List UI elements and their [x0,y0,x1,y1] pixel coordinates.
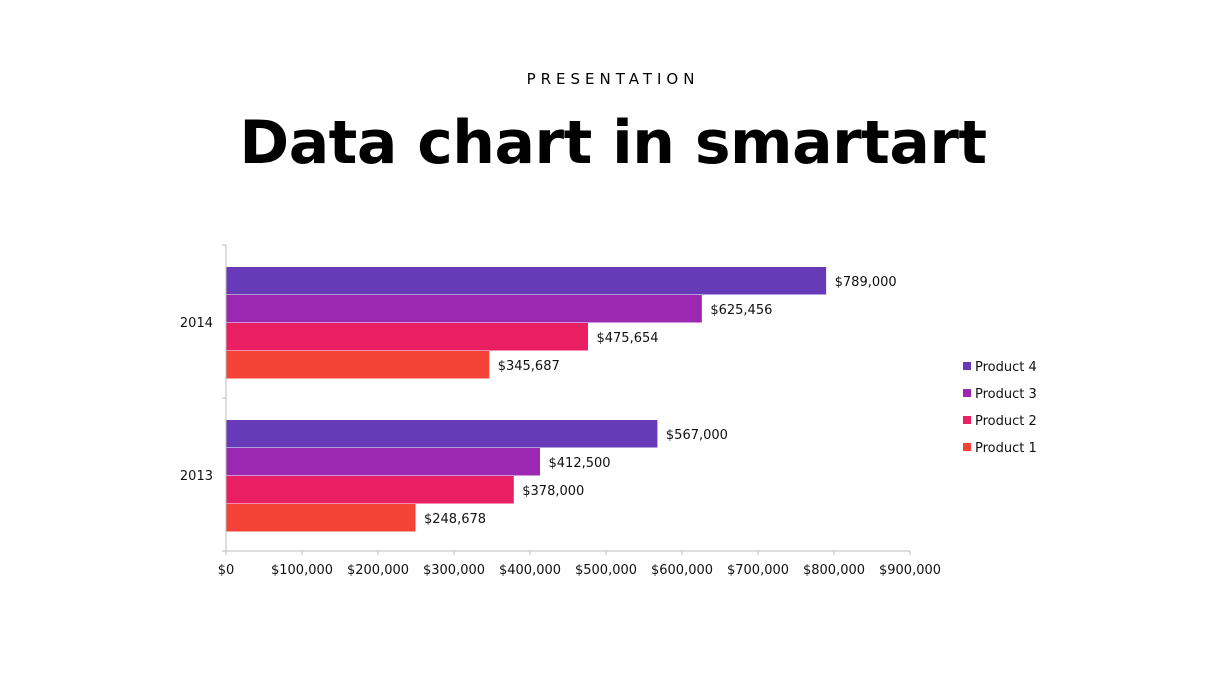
data-label: $789,000 [835,275,897,290]
x-tick-label: $0 [218,563,235,578]
legend-swatch-product-4 [963,362,971,370]
bar-product-4-2013 [226,420,658,448]
bar-product-3-2014 [226,295,702,323]
page-title: Data chart in smartart [239,108,987,178]
legend-label: Product 2 [975,414,1037,429]
data-label: $248,678 [424,512,486,527]
bar-product-1-2013 [226,504,416,532]
x-tick-label: $100,000 [271,563,333,578]
data-label: $567,000 [666,428,728,443]
data-label: $412,500 [549,456,611,471]
data-label: $475,654 [596,331,658,346]
bar-product-3-2013 [226,448,540,476]
y-category-label-2014: 2014 [180,316,213,331]
bar-product-4-2014 [226,267,827,295]
legend-label: Product 1 [975,441,1037,456]
data-label: $378,000 [522,484,584,499]
x-tick-label: $600,000 [651,563,713,578]
x-tick-label: $300,000 [423,563,485,578]
x-tick-label: $500,000 [575,563,637,578]
bar-product-1-2014 [226,351,490,379]
x-tick-label: $200,000 [347,563,409,578]
data-label: $625,456 [710,303,772,318]
legend-label: Product 3 [975,387,1037,402]
legend-swatch-product-2 [963,416,971,424]
x-tick-label: $700,000 [727,563,789,578]
y-category-label-2013: 2013 [180,469,213,484]
legend-swatch-product-3 [963,389,971,397]
data-label: $345,687 [498,359,560,374]
x-tick-label: $900,000 [879,563,941,578]
bar-product-2-2013 [226,476,514,504]
x-tick-label: $400,000 [499,563,561,578]
legend-swatch-product-1 [963,443,971,451]
x-tick-label: $800,000 [803,563,865,578]
bar-product-2-2014 [226,323,588,351]
presentation-kicker: PRESENTATION [526,70,700,88]
legend-label: Product 4 [975,360,1037,375]
